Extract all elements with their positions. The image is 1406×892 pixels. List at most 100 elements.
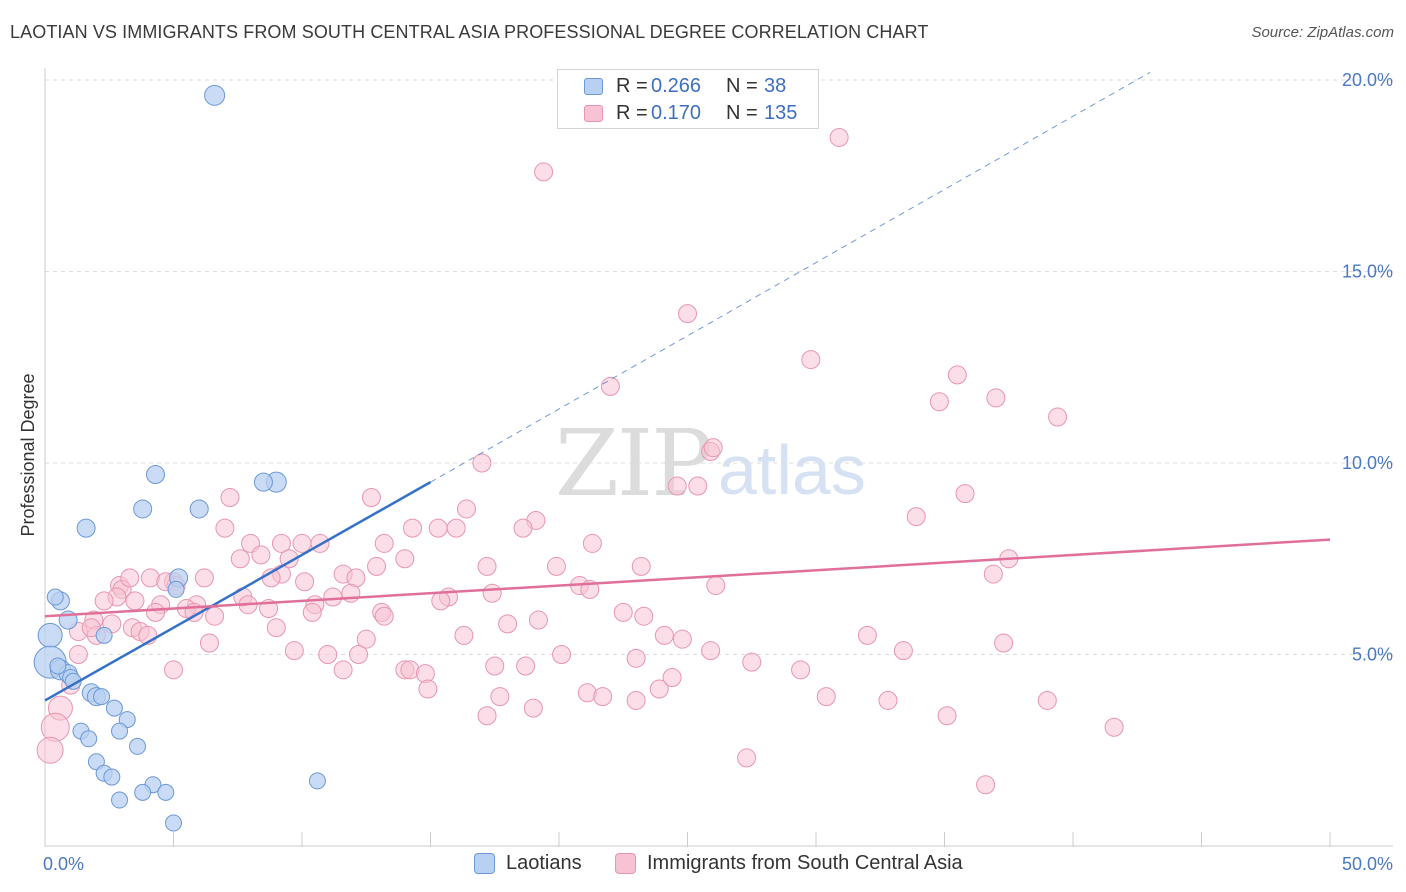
data-point-immigrants — [582, 533, 602, 553]
data-point-immigrants — [68, 645, 88, 664]
data-point-laotians — [93, 688, 111, 706]
data-point-immigrants — [94, 591, 114, 611]
grid-lines — [45, 79, 1393, 655]
data-point-immigrants — [374, 606, 394, 626]
data-point-immigrants — [816, 687, 836, 707]
data-point-immigrants — [374, 533, 394, 553]
data-point-immigrants — [498, 614, 518, 634]
data-point-immigrants — [199, 633, 219, 653]
data-point-immigrants — [36, 736, 64, 764]
data-point-laotians — [204, 84, 226, 106]
data-point-laotians — [129, 737, 147, 755]
data-point-immigrants — [906, 507, 926, 527]
data-point-immigrants — [428, 518, 448, 538]
data-point-immigrants — [356, 629, 376, 649]
data-point-immigrants — [456, 499, 476, 519]
data-point-immigrants — [120, 568, 140, 588]
data-point-immigrants — [146, 602, 166, 622]
data-point-immigrants — [40, 712, 70, 742]
data-point-immigrants — [279, 549, 299, 569]
y-axis-label: Professional Degree — [18, 373, 38, 536]
data-point-immigrants — [701, 641, 721, 661]
data-point-immigrants — [662, 667, 682, 687]
data-point-immigrants — [454, 625, 474, 645]
data-point-immigrants — [513, 518, 533, 538]
data-point-immigrants — [937, 706, 957, 726]
data-point-immigrants — [631, 556, 651, 576]
data-point-immigrants — [490, 687, 510, 707]
data-point-immigrants — [215, 518, 235, 538]
data-point-immigrants — [367, 556, 387, 576]
data-point-immigrants — [688, 476, 708, 496]
data-point-immigrants — [672, 629, 692, 649]
data-point-laotians — [133, 499, 153, 519]
watermark-atlas: atlas — [718, 431, 866, 509]
data-point-immigrants — [829, 127, 849, 147]
trend-line-laotians-extension — [430, 71, 1151, 483]
data-point-immigrants — [791, 660, 811, 680]
data-point-immigrants — [292, 533, 312, 553]
data-point-immigrants — [976, 775, 996, 795]
data-point-immigrants — [678, 304, 697, 324]
data-point-immigrants — [1048, 407, 1068, 427]
data-point-immigrants — [613, 602, 633, 622]
data-point-immigrants — [546, 556, 566, 576]
data-point-immigrants — [333, 660, 353, 680]
data-point-immigrants — [634, 606, 654, 626]
data-point-immigrants — [742, 652, 762, 672]
y-tick-label: 5.0% — [1352, 645, 1393, 665]
tick-labels: 5.0% 10.0% 15.0% 20.0% 0.0% 50.0% — [43, 70, 1393, 874]
data-point-immigrants — [516, 656, 536, 676]
trend-line-immigrants — [44, 538, 1331, 618]
data-point-immigrants — [986, 388, 1006, 408]
data-point-immigrants — [528, 610, 548, 630]
data-point-immigrants — [230, 549, 250, 569]
chart-title: LAOTIAN VS IMMIGRANTS FROM SOUTH CENTRAL… — [10, 22, 929, 42]
data-point-immigrants — [349, 645, 369, 664]
legend-swatch-pink — [584, 105, 603, 122]
data-point-immigrants — [446, 518, 466, 538]
bottom-legend-swatch-blue — [474, 853, 495, 874]
data-point-immigrants — [593, 687, 613, 707]
source-label: Source: ZipAtlas.com — [1251, 24, 1394, 41]
data-point-laotians — [308, 772, 326, 790]
data-point-immigrants — [395, 549, 415, 569]
data-point-immigrants — [654, 625, 674, 645]
data-point-immigrants — [667, 476, 687, 496]
legend: R = 0.266 N = 38 R = 0.170 N = 135 — [557, 69, 819, 129]
data-point-immigrants — [523, 698, 543, 718]
data-point-immigrants — [947, 365, 967, 385]
data-point-immigrants — [857, 625, 877, 645]
data-point-immigrants — [271, 533, 291, 553]
data-point-immigrants — [302, 602, 322, 622]
trend-lines — [44, 71, 1331, 702]
axes — [44, 68, 1393, 847]
data-point-laotians — [111, 722, 129, 740]
legend-n-value: 38 — [764, 75, 787, 97]
data-point-immigrants — [477, 706, 497, 726]
data-point-immigrants — [477, 556, 497, 576]
bottom-legend-label: Laotians — [506, 852, 582, 874]
data-point-laotians — [46, 588, 64, 606]
data-point-laotians — [95, 626, 113, 644]
data-point-laotians — [80, 730, 98, 748]
data-point-laotians — [105, 699, 123, 717]
data-point-immigrants — [1037, 690, 1057, 710]
data-point-immigrants — [534, 162, 554, 182]
legend-r-value: 0.266 — [651, 75, 702, 97]
data-point-laotians — [167, 580, 185, 598]
data-point-immigrants — [706, 576, 726, 596]
data-point-immigrants — [323, 587, 343, 607]
legend-r-label: R = — [616, 75, 648, 97]
data-point-immigrants — [955, 484, 975, 504]
legend-swatch-blue — [584, 78, 603, 95]
data-point-immigrants — [361, 487, 381, 507]
legend-n-label: N = — [726, 102, 758, 124]
data-point-laotians — [157, 783, 175, 801]
data-point-laotians — [189, 499, 209, 519]
data-point-immigrants — [983, 564, 1003, 584]
series-immigrants-points — [36, 127, 1124, 795]
data-point-immigrants — [600, 376, 620, 396]
x-tick-label: 0.0% — [43, 854, 84, 874]
